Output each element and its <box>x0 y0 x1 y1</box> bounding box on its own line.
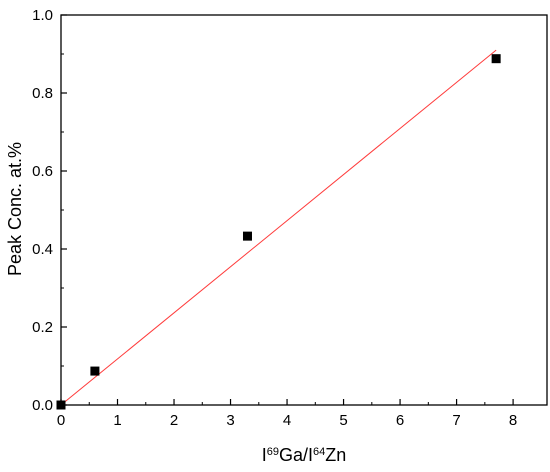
x-axis-title-part-2: Ga/I <box>279 445 313 465</box>
fit-line <box>60 49 497 406</box>
x-tick-label: 3 <box>226 412 234 429</box>
x-tick-label: 4 <box>283 412 291 429</box>
tick-labels-layer: 0 1 2 3 4 5 6 7 8 0.0 0.2 0.4 0.6 0.8 1.0 <box>32 7 517 429</box>
y-axis-title: Peak Conc. at.% <box>5 142 25 276</box>
x-tick-label: 8 <box>509 412 517 429</box>
y-tick-label: 1.0 <box>32 7 53 24</box>
y-tick-label: 0.0 <box>32 397 53 414</box>
x-axis-title-part-3: Zn <box>325 445 346 465</box>
ticks-layer <box>60 14 514 406</box>
y-tick-label: 0.6 <box>32 163 53 180</box>
x-tick-label: 1 <box>113 412 121 429</box>
data-point <box>90 366 100 376</box>
x-axis-title-part-1: I <box>262 445 267 465</box>
x-axis-title-sup-1: 69 <box>267 446 279 458</box>
x-tick-label: 7 <box>452 412 460 429</box>
x-axis-title: I69Ga/I64Zn <box>262 445 347 465</box>
x-tick-label: 6 <box>396 412 404 429</box>
x-axis-title-sup-2: 64 <box>313 446 325 458</box>
x-tick-label: 0 <box>57 412 65 429</box>
y-tick-label: 0.4 <box>32 241 53 258</box>
plot-layer <box>56 49 501 410</box>
data-point <box>491 54 501 64</box>
y-tick-label: 0.8 <box>32 85 53 102</box>
data-point <box>242 231 252 241</box>
plot-frame <box>60 14 548 406</box>
x-tick-label: 5 <box>339 412 347 429</box>
y-tick-label: 0.2 <box>32 319 53 336</box>
x-tick-label: 2 <box>170 412 178 429</box>
